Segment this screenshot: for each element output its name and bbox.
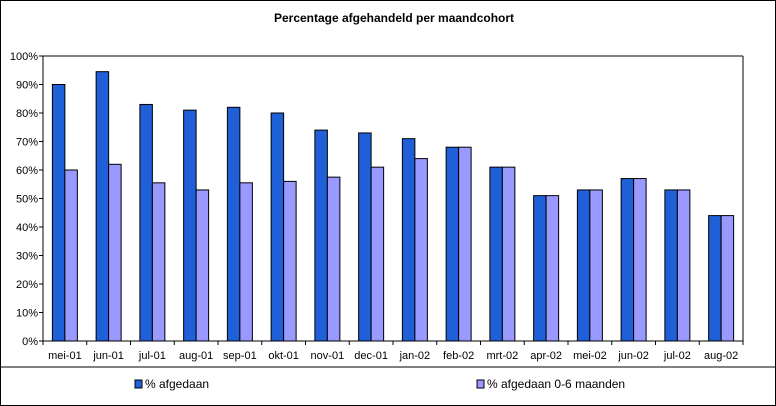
bar-afgedaan-0-6-jul-01 xyxy=(151,182,166,342)
x-tick-label: mrt-02 xyxy=(486,350,518,362)
bar-afgedaan-0-6-jan-02 xyxy=(414,158,428,342)
bar-afgedaan-aug-02 xyxy=(708,215,722,342)
y-tick-label: 90% xyxy=(16,80,38,92)
bar-afgedaan-aug-01 xyxy=(183,109,197,342)
y-tick-label: 30% xyxy=(16,251,38,263)
x-tick-label: jun-01 xyxy=(92,350,124,362)
bar-afgedaan-feb-02 xyxy=(445,146,460,342)
legend-label-afgedaan: % afgedaan xyxy=(145,377,209,391)
y-tick-label: 40% xyxy=(16,222,38,234)
bar-afgedaan-0-6-apr-02 xyxy=(545,195,560,342)
bar-afgedaan-0-6-jun-02 xyxy=(633,178,647,342)
bar-afgedaan-0-6-jul-02 xyxy=(676,189,691,342)
bars xyxy=(51,71,735,342)
bar-afgedaan-0-6-jun-01 xyxy=(108,163,122,342)
chart-title: Percentage afgehandeld per maandcohort xyxy=(274,11,514,25)
x-tick-label: feb-02 xyxy=(443,350,474,362)
x-tick-label: jul-01 xyxy=(138,350,166,362)
y-tick-label: 10% xyxy=(16,308,38,320)
x-tick-label: okt-01 xyxy=(268,350,299,362)
legend-swatch-afgedaan xyxy=(134,379,143,389)
bar-afgedaan-0-6-feb-02 xyxy=(458,146,472,342)
legend-label-afgedaan-0-6: % afgedaan 0-6 maanden xyxy=(487,377,625,391)
x-tick-label: nov-01 xyxy=(311,350,345,362)
x-tick-label: aug-02 xyxy=(704,350,738,362)
x-tick-label: jun-02 xyxy=(617,350,649,362)
legend-swatch-afgedaan-0-6 xyxy=(476,379,485,389)
x-axis-ticks: mei-01 jun-01 jul-01 aug-01 sep-01 okt-01 nov-… xyxy=(42,341,744,362)
x-tick-label: sep-01 xyxy=(223,350,257,362)
y-tick-label: 20% xyxy=(16,279,38,291)
bar-afgedaan-0-6-sep-01 xyxy=(239,182,253,342)
bar-afgedaan-jun-02 xyxy=(620,178,635,342)
bar-afgedaan-jan-02 xyxy=(401,138,416,342)
bar-afgedaan-0-6-dec-01 xyxy=(370,166,385,342)
x-tick-label: mei-02 xyxy=(573,350,607,362)
x-tick-label: mei-01 xyxy=(48,350,82,362)
y-tick-label: 50% xyxy=(16,194,38,206)
y-tick-label: 80% xyxy=(16,108,38,120)
y-tick-label: 100% xyxy=(10,51,38,63)
x-tick-label: jan-02 xyxy=(399,350,431,362)
bar-afgedaan-0-6-aug-02 xyxy=(720,215,735,342)
bar-afgedaan-okt-01 xyxy=(270,112,285,342)
bar-afgedaan-jun-01 xyxy=(95,71,110,342)
bar-afgedaan-0-6-nov-01 xyxy=(326,176,341,342)
bar-afgedaan-mei-01 xyxy=(51,84,66,342)
bar-afgedaan-sep-01 xyxy=(226,106,241,342)
bar-afgedaan-0-6-mei-01 xyxy=(64,169,78,342)
bar-afgedaan-0-6-mrt-02 xyxy=(501,166,516,342)
legend: % afgedaan % afgedaan 0-6 maanden xyxy=(134,377,625,391)
bar-afgedaan-0-6-aug-01 xyxy=(195,189,210,342)
bar-afgedaan-apr-02 xyxy=(533,195,547,342)
x-tick-label: apr-02 xyxy=(530,350,562,362)
bar-afgedaan-0-6-okt-01 xyxy=(283,180,297,342)
bar-afgedaan-mrt-02 xyxy=(489,166,503,342)
bar-afgedaan-jul-02 xyxy=(664,189,678,342)
bar-afgedaan-0-6-mei-02 xyxy=(589,189,603,342)
y-tick-label: 70% xyxy=(16,137,38,149)
x-tick-label: jul-02 xyxy=(663,350,691,362)
bar-afgedaan-dec-01 xyxy=(358,132,372,342)
y-tick-label: 60% xyxy=(16,165,38,177)
bar-afgedaan-jul-01 xyxy=(139,103,153,342)
bar-afgedaan-mei-02 xyxy=(576,189,591,342)
x-tick-label: aug-01 xyxy=(179,350,213,362)
y-tick-label: 0% xyxy=(22,336,38,348)
x-tick-label: dec-01 xyxy=(354,350,388,362)
y-axis-ticks: 0% 10% 20% 30% 40% 50% 60% 70% 80% 90% 100% xyxy=(10,51,43,348)
bar-afgedaan-nov-01 xyxy=(314,129,328,342)
